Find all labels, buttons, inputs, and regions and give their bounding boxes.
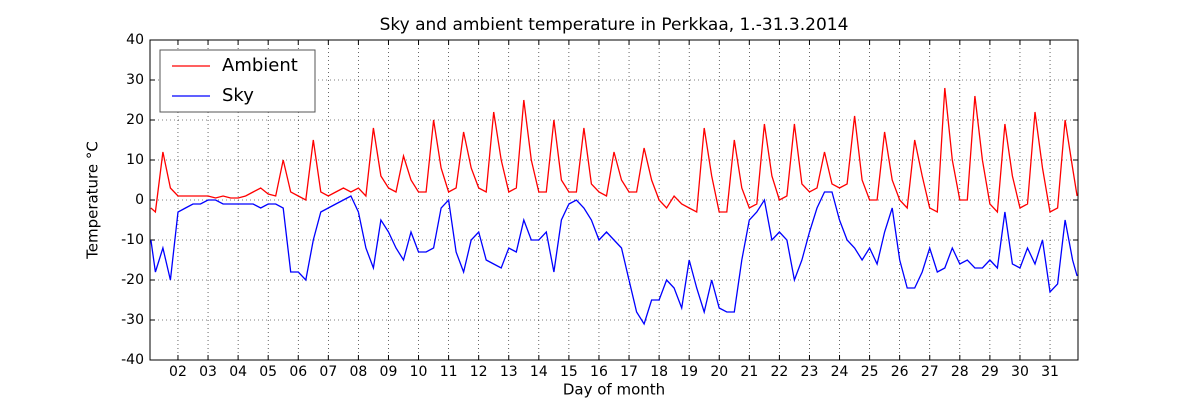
y-tick-label: 40 (126, 32, 144, 48)
x-tick-label: 16 (590, 364, 608, 380)
x-tick-label: 28 (951, 364, 969, 380)
y-axis-label: Temperature °C (84, 141, 102, 260)
x-tick-label: 04 (229, 364, 247, 380)
legend-label: Ambient (222, 55, 298, 76)
x-tick-label: 23 (801, 364, 819, 380)
x-tick-label: 13 (500, 364, 518, 380)
x-tick-label: 15 (560, 364, 578, 380)
x-tick-label: 19 (680, 364, 698, 380)
x-tick-label: 03 (199, 364, 217, 380)
x-tick-label: 24 (831, 364, 849, 380)
x-tick-label: 06 (289, 364, 307, 380)
legend-box (159, 49, 316, 113)
x-tick-label: 02 (169, 364, 187, 380)
y-tick-label: -30 (121, 312, 144, 328)
y-tick-label: -10 (121, 232, 144, 248)
x-tick-label: 30 (1011, 364, 1029, 380)
y-tick-label: 0 (135, 192, 144, 208)
x-tick-label: 26 (891, 364, 909, 380)
x-tick-label: 05 (259, 364, 277, 380)
x-tick-label: 09 (380, 364, 398, 380)
x-tick-label: 07 (319, 364, 337, 380)
x-tick-label: 14 (530, 364, 548, 380)
y-tick-label: 10 (126, 152, 144, 168)
chart-title: Sky and ambient temperature in Perkkaa, … (380, 15, 849, 35)
legend: Ambient Sky (159, 49, 316, 113)
x-tick-label: 10 (410, 364, 428, 380)
x-tick-label: 21 (740, 364, 758, 380)
x-tick-label: 18 (650, 364, 668, 380)
x-tick-label: 22 (770, 364, 788, 380)
y-tick-label: 30 (126, 72, 144, 88)
x-axis-label: Day of month (563, 381, 665, 399)
series-line (150, 191, 1078, 326)
x-tick-label: 31 (1041, 364, 1059, 380)
y-tick-label: -40 (121, 352, 144, 368)
plot-frame (149, 39, 1079, 361)
x-tick-label: 25 (861, 364, 879, 380)
x-tick-label: 08 (349, 364, 367, 380)
x-tick-label: 11 (440, 364, 458, 380)
legend-label: Sky (222, 85, 254, 106)
x-tick-label: 20 (710, 364, 728, 380)
x-tick-label: 17 (620, 364, 638, 380)
x-tick-label: 29 (981, 364, 999, 380)
series-line (150, 87, 1078, 214)
x-tick-label: 27 (921, 364, 939, 380)
y-tick-label: -20 (121, 272, 144, 288)
x-tick-label: 12 (470, 364, 488, 380)
y-tick-label: 20 (126, 112, 144, 128)
